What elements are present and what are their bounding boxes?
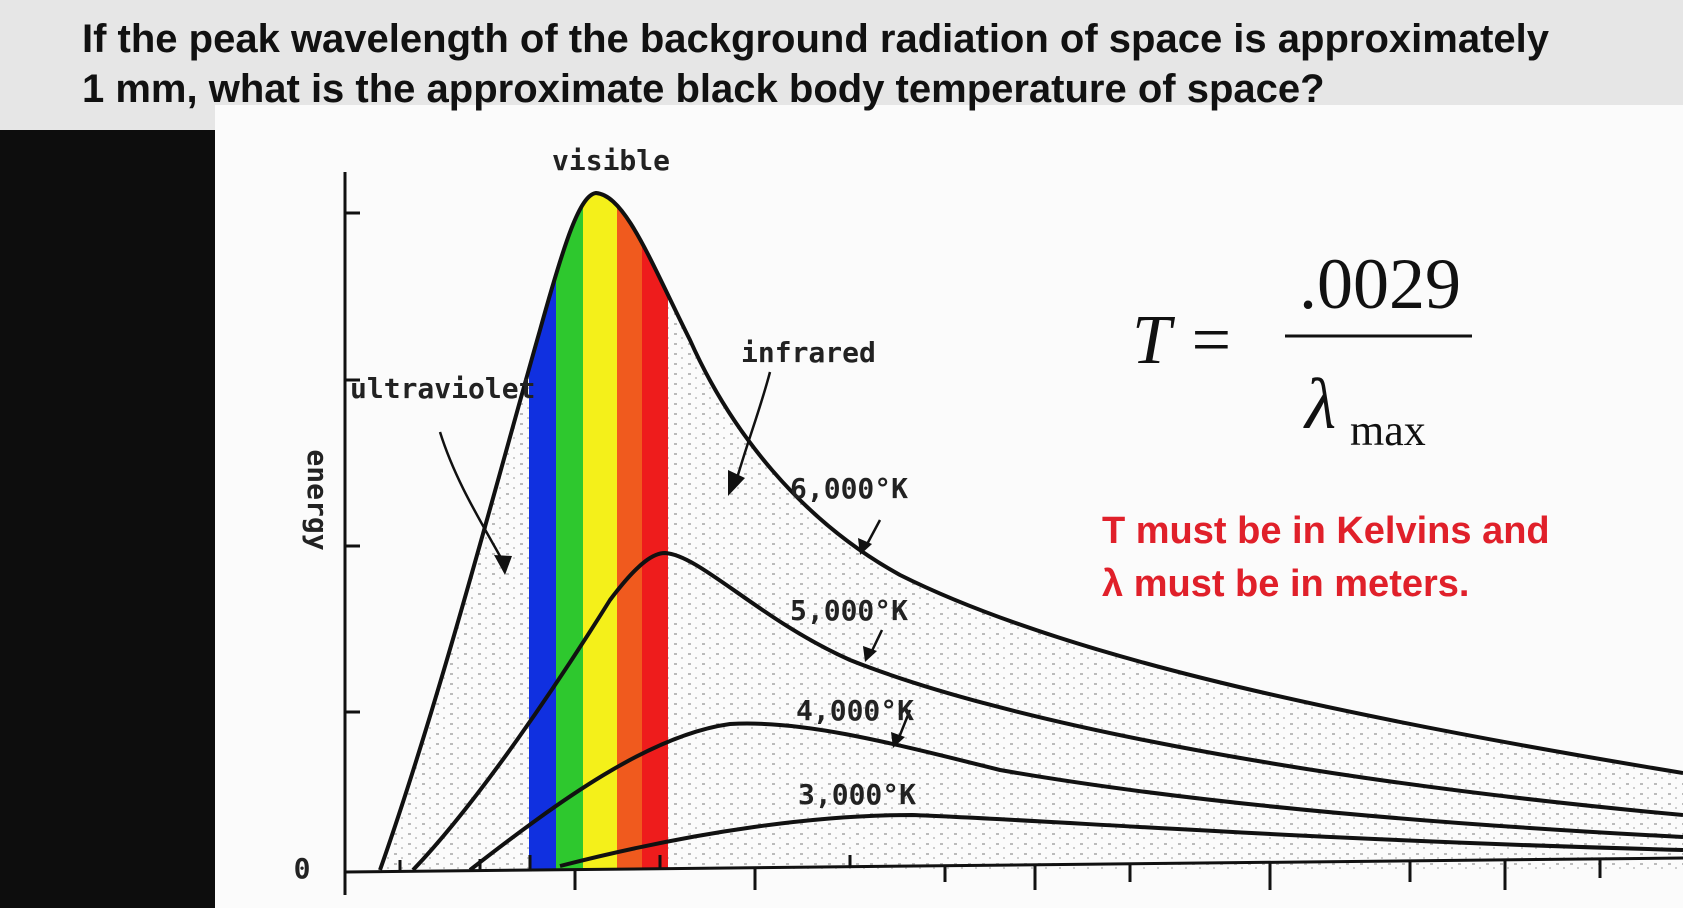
infrared-label: infrared — [741, 336, 876, 369]
curve-label: 3,000°K — [798, 778, 916, 811]
ultraviolet-label: ultraviolet — [350, 372, 535, 405]
question-line: 1 mm, what is the approximate black body… — [82, 67, 1325, 111]
curve-label: 6,000°K — [790, 472, 908, 505]
curve-6000k — [378, 190, 1683, 871]
band-red — [642, 193, 668, 870]
formula-subscript: max — [1350, 406, 1426, 455]
curve-4000k — [468, 721, 1683, 872]
curve-5000k — [411, 550, 1683, 872]
question-line: If the peak wavelength of the background… — [82, 17, 1550, 61]
band-green — [556, 193, 583, 870]
x-axis — [344, 856, 1683, 874]
curve-label: 4,000°K — [796, 694, 914, 727]
left-bezel — [0, 130, 215, 908]
arrow-heads — [494, 470, 905, 748]
band-yellow — [583, 193, 617, 870]
visible-label: visible — [552, 144, 670, 177]
origin-label: 0 — [294, 852, 311, 885]
formula-numerator: .0029 — [1299, 244, 1461, 324]
formula-lhs: T = — [1132, 302, 1234, 379]
curve-label: 5,000°K — [790, 594, 908, 627]
axes — [343, 172, 1683, 895]
curve-3000k — [559, 812, 1683, 868]
note-line: T must be in Kelvins and — [1102, 510, 1550, 552]
note-line: λ must be in meters. — [1102, 563, 1469, 605]
y-axis-label: energy — [301, 449, 334, 550]
x-ticks — [398, 855, 1602, 890]
formula-denominator: λ — [1303, 364, 1336, 444]
